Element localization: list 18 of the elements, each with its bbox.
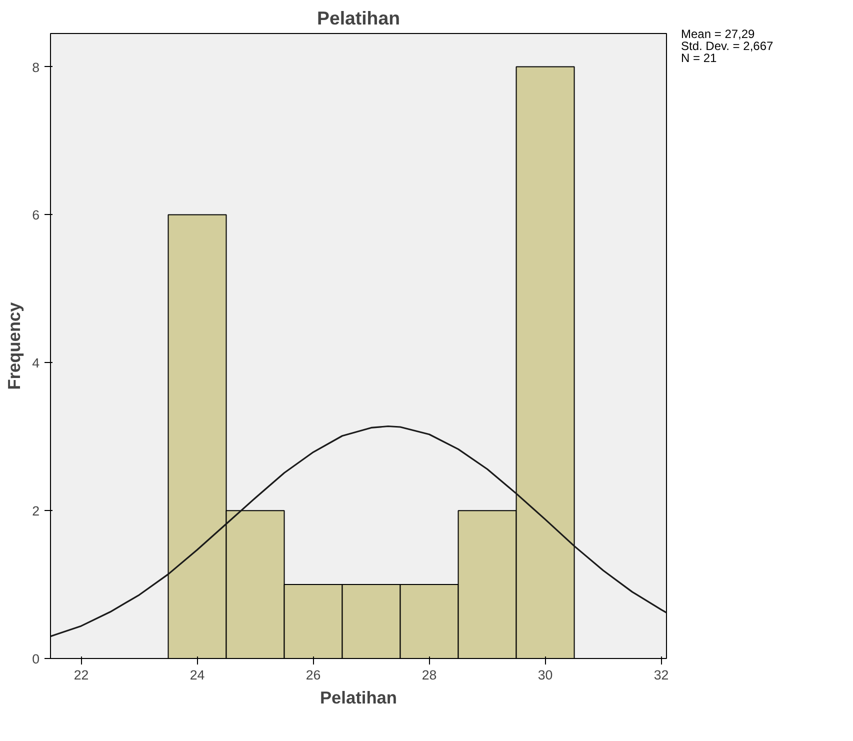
y-tick-label: 6 (32, 208, 40, 223)
x-axis-title: Pelatihan (320, 688, 398, 708)
y-tick-label: 0 (32, 652, 40, 666)
text: Std. Dev. = 2,667 (681, 39, 774, 53)
x-tick-label: 32 (654, 668, 669, 682)
x-tick-label: 24 (190, 668, 206, 682)
y-axis-title: Frequency (4, 302, 24, 390)
chart-title: Pelatihan (317, 8, 400, 28)
x-tick-label: 30 (538, 668, 553, 682)
text: N = 21 (681, 51, 717, 65)
x-tick-label: 26 (306, 668, 321, 682)
x-tick-label: 22 (74, 668, 89, 682)
text: Mean = 27,29 (681, 27, 755, 41)
y-tick-label: 2 (32, 504, 40, 519)
y-tick-label: 4 (32, 356, 40, 371)
y-tick-label: 8 (32, 60, 40, 75)
line-series (50, 425, 666, 638)
x-tick-label: 28 (422, 668, 437, 682)
